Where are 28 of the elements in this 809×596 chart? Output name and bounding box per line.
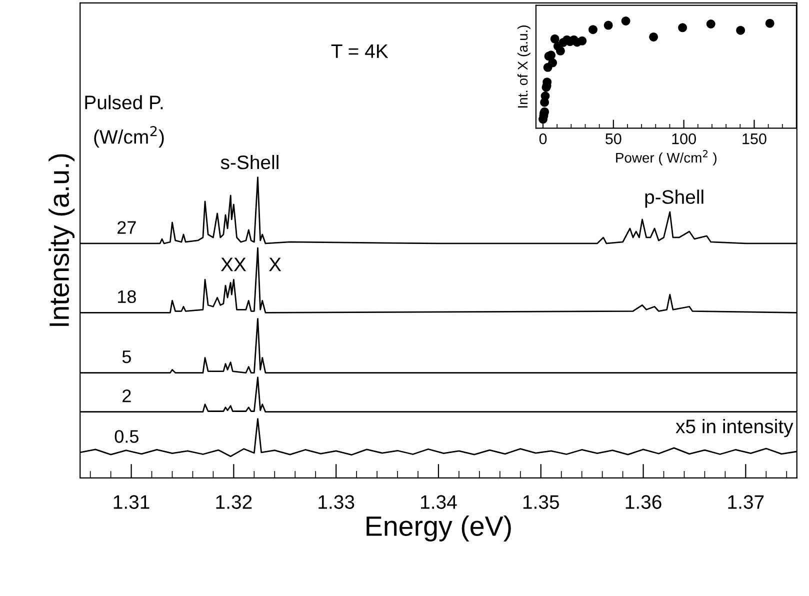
text: Pulsed P. xyxy=(85,95,163,110)
series-label: 0.5 xyxy=(114,430,138,443)
annotation: p-Shell xyxy=(645,190,704,208)
x-axis-title: Energy (eV) xyxy=(366,516,511,542)
x-tick-label: 1.35 xyxy=(523,495,559,509)
series-label: 27 xyxy=(118,221,136,234)
text: (W/cm$^{2}$) xyxy=(94,126,164,148)
y-axis-title: Int. of X (a.u.) xyxy=(517,26,530,108)
x-axis-title: Power ( W/cm$^{2}$ ) xyxy=(616,150,716,166)
x-tick-label: 1.36 xyxy=(626,495,662,509)
x-tick-label: 1.32 xyxy=(216,495,252,509)
x-tick-label: 150 xyxy=(742,133,766,144)
annotation: X xyxy=(269,258,282,272)
series-label: 5 xyxy=(122,350,131,364)
series-label: 2 xyxy=(122,389,131,402)
x-tick-label: 1.34 xyxy=(421,495,457,509)
annotation: XX xyxy=(220,258,246,272)
annotation: x5 in intensity xyxy=(676,419,794,438)
text: T = 4K xyxy=(331,44,388,58)
x-tick-label: 50 xyxy=(606,133,622,144)
y-axis-title: Intensity (a.u.) xyxy=(48,154,75,326)
x-tick-label: 0 xyxy=(539,133,547,144)
series-label: 18 xyxy=(118,290,136,304)
text: s-Shell xyxy=(220,154,278,170)
x-tick-label: 1.37 xyxy=(728,495,764,509)
x-tick-label: 100 xyxy=(672,133,696,144)
x-tick-label: 1.33 xyxy=(318,495,354,509)
x-tick-label: 1.31 xyxy=(114,495,150,509)
